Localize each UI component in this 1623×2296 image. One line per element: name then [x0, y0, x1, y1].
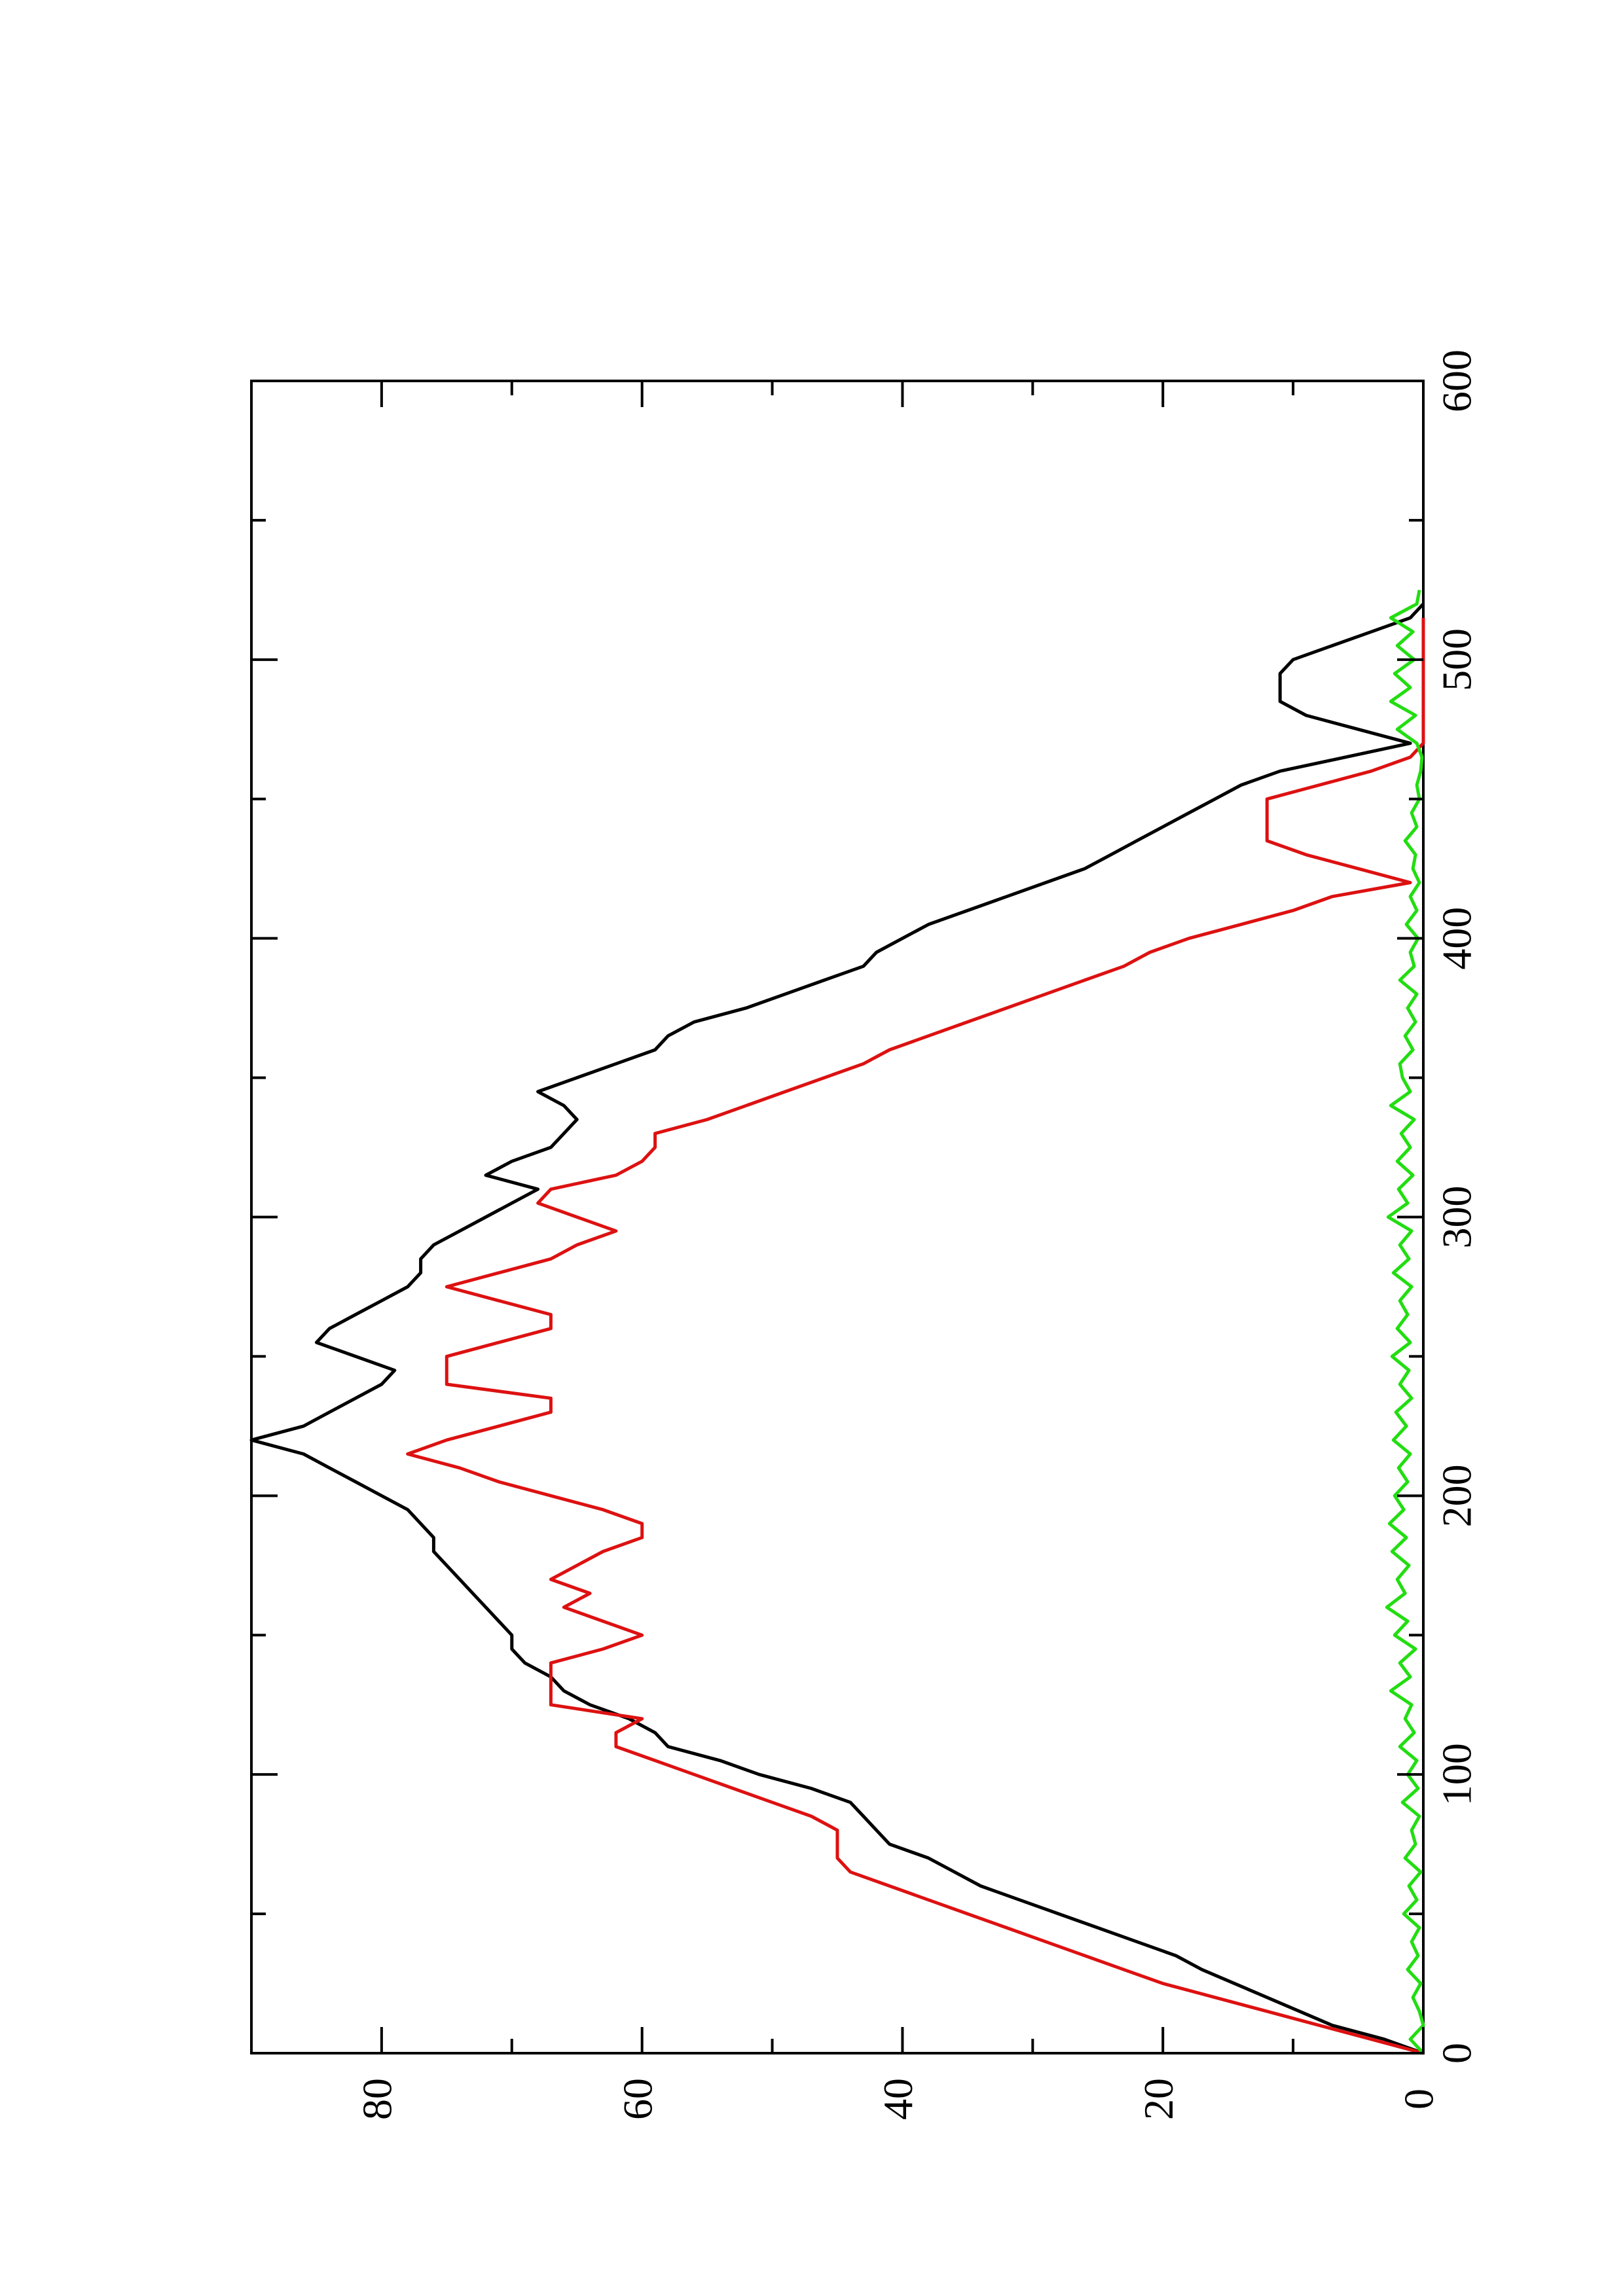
y-tick-label: 20	[1135, 2078, 1182, 2120]
plot-frame	[250, 380, 1425, 2054]
y-tick-label: 60	[614, 2078, 661, 2120]
x-tick-label: 600	[1434, 350, 1480, 412]
x-axis-tick-labels: 0 100 200 300 400 500 600	[1434, 350, 1480, 2064]
series-layer	[249, 589, 1425, 2055]
y-axis-ticks	[380, 381, 1425, 2053]
y-tick-label: 80	[354, 2078, 401, 2120]
series-line-2	[406, 618, 1425, 2055]
y-tick-label: 0	[1396, 2089, 1442, 2109]
x-tick-label: 300	[1434, 1186, 1480, 1249]
x-tick-label: 100	[1434, 1743, 1480, 1806]
x-tick-label: 0	[1434, 2043, 1480, 2064]
x-axis-ticks	[251, 380, 1423, 2054]
plot-area: 0 100 200 300 400 500 600 0 20 40 60 80	[249, 350, 1480, 2120]
x-tick-label: 400	[1434, 907, 1480, 970]
series-line-1	[249, 602, 1425, 2055]
x-tick-label: 500	[1434, 628, 1480, 691]
x-tick-label: 200	[1434, 1464, 1480, 1527]
series-line-3	[1385, 589, 1425, 2054]
y-axis-tick-labels: 0 20 40 60 80	[354, 2078, 1442, 2120]
y-tick-label: 40	[875, 2078, 921, 2120]
